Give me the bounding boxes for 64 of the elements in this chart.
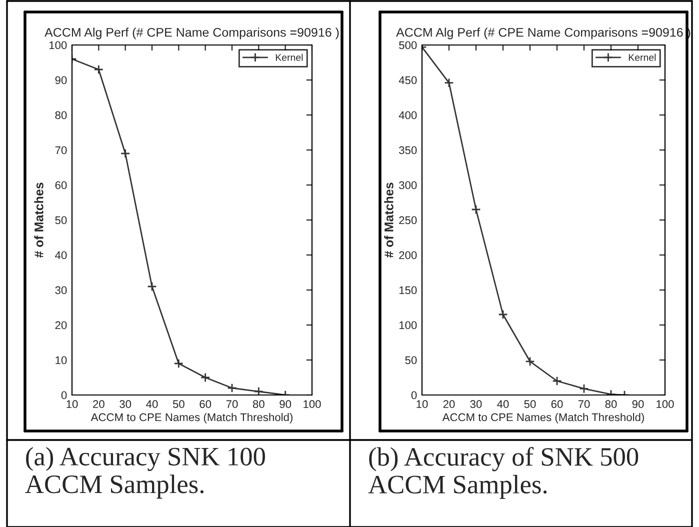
- x-axis-title: ACCM to CPE Names (Match Threshold): [90, 412, 292, 424]
- x-tick-label: 60: [200, 400, 212, 408]
- point: [498, 310, 508, 320]
- y-tick-label: 300: [399, 181, 417, 190]
- x-tick-label: 20: [443, 400, 455, 408]
- y-tick-label: 70: [55, 146, 67, 154]
- y-tick-label: 450: [398, 76, 417, 84]
- x-tick-label: 90: [632, 400, 644, 408]
- point: [552, 376, 562, 386]
- point: [525, 356, 535, 366]
- y-tick-label: 400: [398, 111, 417, 120]
- x-tick-label: 70: [226, 400, 238, 408]
- y-axis-title: # of Matches: [34, 182, 44, 258]
- point: [147, 282, 157, 292]
- text: (a) Accuracy SNK 100 ACCM Samples.: [25, 447, 265, 499]
- x-tick-label: 90: [280, 400, 292, 408]
- y-tick-label: 60: [55, 181, 67, 190]
- x-tick-label: 80: [605, 400, 617, 408]
- y-tick-label: 350: [399, 146, 417, 154]
- point: [174, 358, 184, 368]
- x-tick-label: 40: [146, 400, 158, 408]
- x-tick-label: 70: [578, 400, 590, 408]
- y-tick-label: 10: [56, 356, 67, 364]
- y-tick-label: 40: [55, 251, 67, 260]
- point: [120, 148, 130, 158]
- y-tick-label: 200: [399, 251, 417, 260]
- point: [579, 384, 589, 394]
- x-tick-label: 50: [172, 400, 184, 408]
- x-tick-label: 60: [551, 400, 563, 408]
- y-tick-label: 20: [55, 321, 67, 330]
- y-tick-label: 0: [411, 391, 417, 400]
- point: [227, 383, 237, 393]
- x-tick-label: 100: [656, 400, 674, 408]
- y-tick-label: 90: [55, 76, 67, 84]
- y-tick-label: 150: [399, 286, 417, 294]
- x-tick-label: 30: [120, 400, 132, 408]
- x-tick-label: 80: [252, 400, 264, 408]
- y-tick-label: 50: [55, 216, 67, 224]
- point: [254, 386, 264, 395]
- x-tick-label: 100: [304, 400, 321, 408]
- y-axis-title: # of Matches: [384, 182, 394, 258]
- point: [94, 64, 104, 74]
- legend-label: Kernel: [628, 54, 656, 61]
- y-tick-label: 50: [405, 356, 417, 364]
- y-tick-label: 0: [61, 391, 67, 400]
- y-tick-label: 250: [399, 216, 417, 224]
- x-tick-label: 10: [416, 400, 428, 408]
- x-tick-label: 40: [497, 400, 509, 408]
- y-tick-label: 100: [399, 321, 417, 330]
- x-axis-title: ACCM to CPE Names (Match Threshold): [442, 412, 644, 424]
- chart-title: ACCM Alg Perf (# CPE Name Comparisons =90916 ): [44, 28, 339, 40]
- x-tick-label: 20: [93, 400, 104, 408]
- y-tick-label: 80: [55, 111, 67, 120]
- point: [200, 372, 210, 382]
- x-tick-label: 10: [66, 400, 78, 408]
- legend-label: Kernel: [276, 54, 303, 61]
- point: [471, 204, 481, 214]
- point: [444, 78, 454, 88]
- x-tick-label: 30: [470, 400, 482, 408]
- y-tick-label: 500: [399, 41, 417, 50]
- text: (b) Accuracy of SNK 500 ACCM Samples.: [368, 447, 638, 499]
- y-tick-label: 30: [55, 286, 67, 294]
- x-tick-label: 50: [524, 400, 536, 408]
- y-tick-label: 100: [49, 41, 67, 50]
